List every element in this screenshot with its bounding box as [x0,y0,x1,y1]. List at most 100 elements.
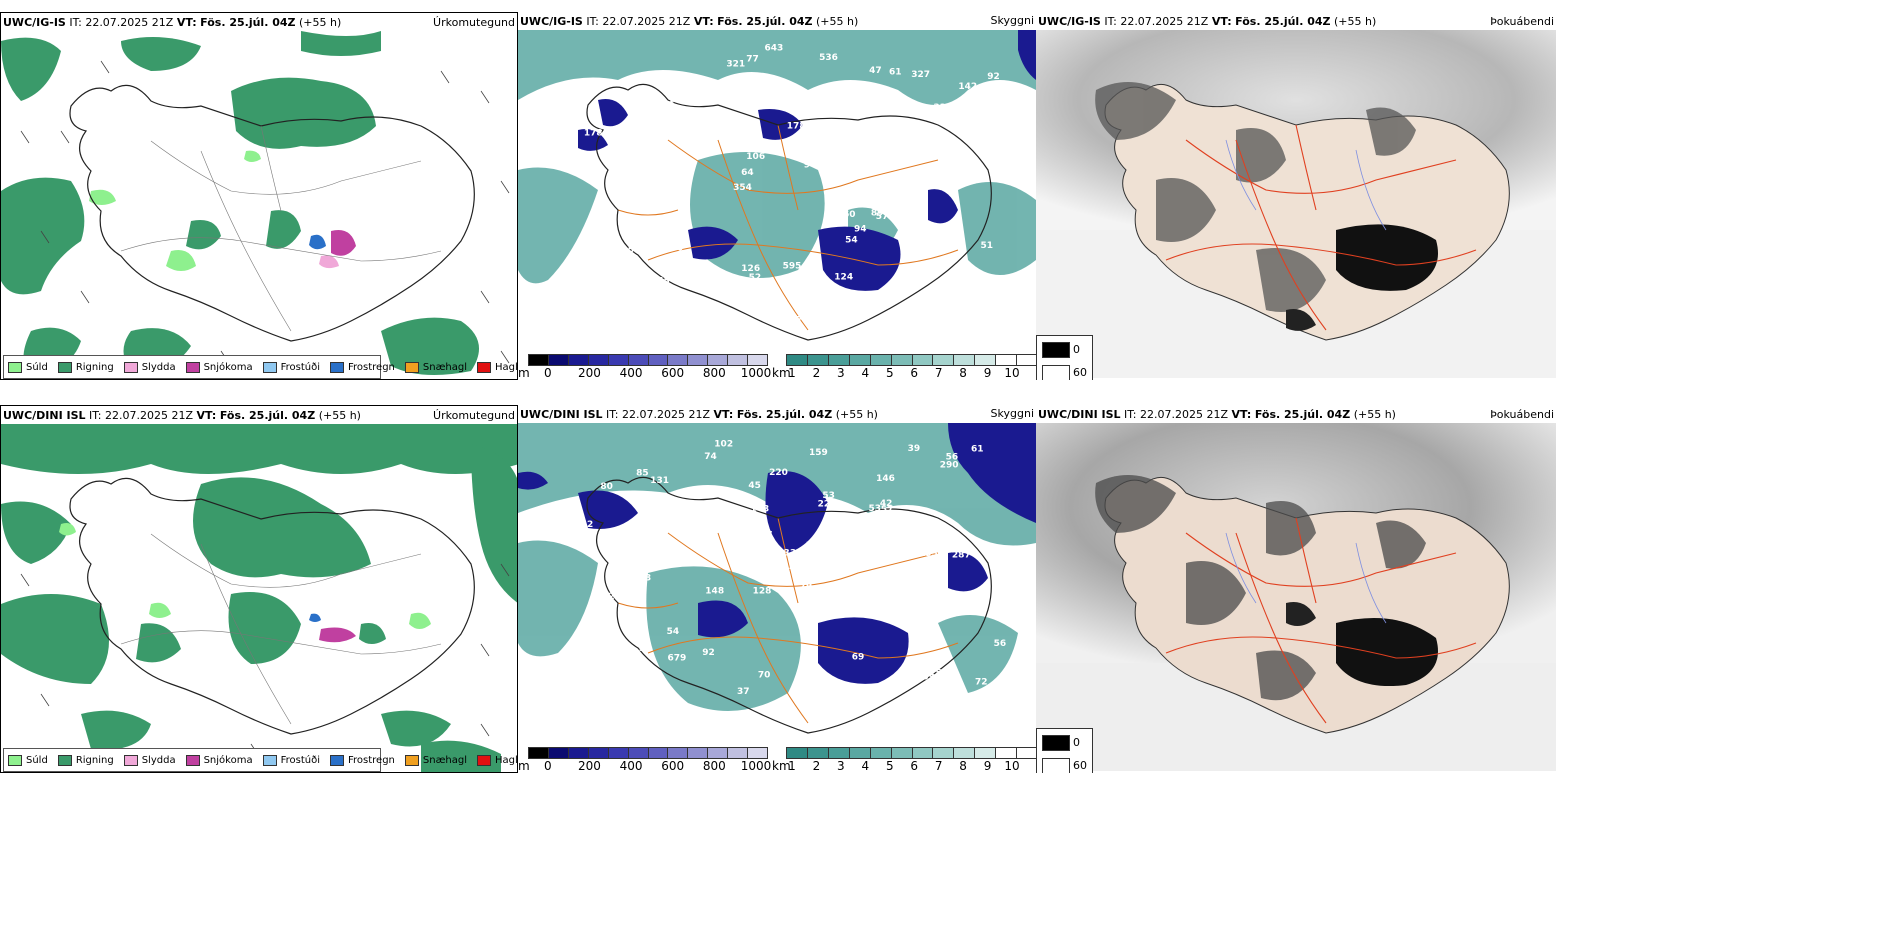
colorbar-cell [870,355,892,365]
cloud-base-label: 277 [654,262,673,272]
colorbar-tick: 400 [619,366,643,380]
cloud-base-label: 37 [737,687,750,697]
colorbar-tick: 4 [861,366,870,380]
colorbar-cell [688,355,709,365]
cloud-base-label: 92 [590,288,603,298]
colorbar-tick: 10 [1004,759,1020,773]
colorbar-cell [648,748,669,758]
cloud-base-panel-bottom: UWC/DINI ISL IT: 22.07.2025 21Z VT: Fös.… [518,405,1036,773]
cloud-base-label: 247 [789,562,808,572]
colorbar-tick: 3 [837,759,845,773]
cloud-base-label: 65 [591,315,604,325]
legend-label: Haglél [495,754,518,766]
colorbar-cell [588,355,609,365]
legend-swatch [477,361,492,373]
colorbar-cell [628,355,649,365]
colorbar-tick: 800 [702,366,726,380]
cloud-base-label: 253 [705,127,724,137]
cloud-base-label: 126 [585,640,604,650]
colorbar-tick: 1000 [740,366,772,380]
snow-areas [309,230,356,269]
cloud-base-label: 274 [917,539,936,549]
panel-type-label: Skyggni [990,14,1034,27]
colorbar-cell [628,748,649,758]
panel-type-label: Þokuábendi [1490,408,1554,421]
cloud-base-label: 92 [702,648,715,658]
precip-map-top [1,31,510,376]
cloud-base-label: 102 [714,440,733,450]
cloud-base-label: 52 [749,273,762,283]
fog-index-panel-bottom: UWC/DINI ISL IT: 22.07.2025 21Z VT: Fös.… [1036,405,1556,773]
colorbar-cell [568,355,589,365]
legend-swatch [123,754,138,766]
colorbar-cell [708,355,729,365]
cloud-base-label: 56 [946,452,959,462]
precip-map-bottom [1,424,517,772]
cloud-base-label: 48 [669,297,682,307]
cloud-base-label: 68 [614,92,627,102]
colorbar-tick: 5 [885,366,894,380]
colorbar-cell [912,748,934,758]
cloud-base-label: 287 [839,108,858,118]
cloud-base-label: 60 [647,139,660,149]
visibility-colorbar-bottom: km 1 2 3 4 5 6 7 8 9 10 [772,747,1036,773]
colorbar-tick: 3 [837,366,845,380]
legend-swatch [330,361,344,373]
cloud-base-label: 202 [608,153,627,163]
colorbar-cell [748,748,768,758]
iceland-outline [586,476,992,734]
cloud-base-label: 418 [986,553,1005,563]
legend-swatch [262,361,277,373]
cloud-base-label: 62 [612,533,625,543]
cloud-base-label: 244 [744,94,763,104]
legend-swatch [185,754,200,766]
cloud-base-label: 679 [668,654,687,664]
colorbar-cell [728,748,749,758]
colorbar-cell [828,355,850,365]
legend-swatch [8,754,22,766]
cloud-base-label: 290 [940,460,959,470]
legend-item: Súld [8,754,48,766]
colorbar-tick: 800 [702,759,726,773]
cloud-base-label: 87 [607,647,620,657]
colorbar-cell [748,355,768,365]
cloud-base-label: 536 [819,53,838,63]
colorbar-cell [849,355,871,365]
legend-item: Snæhagl [404,361,467,373]
colorbar-cell [568,748,589,758]
colorbar-cell [588,748,609,758]
legend-label: Frostregn [348,754,395,766]
precip-type-panel-top: UWC/IG-IS IT: 22.07.2025 21Z VT: Fös. 25… [0,12,518,380]
colorbar-unit: km [772,366,791,380]
cloud-base-label: 595 [783,262,802,272]
colorbar-cell [529,355,549,365]
cloud-base-label: 36 [639,644,652,654]
panel-header: UWC/IG-IS IT: 22.07.2025 21Z VT: Fös. 25… [3,16,342,29]
colorbar-tick: 0 [544,366,552,380]
cloud-base-label: 59 [628,545,641,555]
visibility-colorbar-top: km 1 2 3 4 5 6 7 8 9 10 [772,354,1036,380]
colorbar-cell [996,748,1018,758]
cloud-base-label: 220 [769,468,788,478]
iceland-outline [69,477,475,735]
precip-legend-bottom: Súld Rigning Slydda Snjókoma Frostúði Frostre… [3,748,517,772]
panel-header: UWC/DINI ISL IT: 22.07.2025 21Z VT: Fös.… [1038,408,1396,421]
cloud-base-label: 92 [987,72,1000,82]
colorbar-cell [688,748,709,758]
colorbar-unit: m [518,366,530,380]
cloud-base-label: 61 [889,67,902,77]
fog-map-top [1036,30,1556,378]
cloud-base-label: 52 [581,520,594,530]
cloud-base-label: 327 [911,70,930,80]
precip-areas [1,31,479,376]
legend-label: Frostúði [280,754,320,766]
cloud-base-label: 42 [880,499,893,509]
cloud-base-label: 128 [621,574,640,584]
cloud-base-label: 131 [650,476,669,486]
cloud-base-label: 36 [671,244,684,254]
iceland-outline [69,84,475,342]
cloud-base-label: 89 [871,208,884,218]
cloud-base-label: 47 [790,316,803,326]
colorbar-tick: 8 [959,759,967,773]
cloud-base-label: 53 [822,491,835,501]
